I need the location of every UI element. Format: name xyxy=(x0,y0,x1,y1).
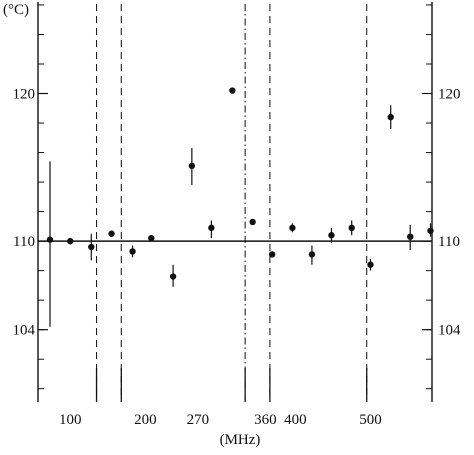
x-tick-label: 100 xyxy=(59,412,82,428)
y-axis-unit-label: (°C) xyxy=(3,2,29,18)
data-point xyxy=(308,251,316,258)
x-tick-label: 400 xyxy=(284,412,307,428)
data-point xyxy=(88,243,95,251)
data-point xyxy=(328,232,335,239)
data-point xyxy=(387,113,394,121)
x-tick-label: 200 xyxy=(134,412,157,428)
y-tick-label-right: 110 xyxy=(438,234,460,250)
y-tick-label-left: 104 xyxy=(13,323,36,339)
y-tick-label-right: 120 xyxy=(438,87,461,103)
axis-ticks xyxy=(38,4,432,402)
data-point xyxy=(208,224,215,232)
data-point xyxy=(169,273,177,280)
data-point xyxy=(367,261,374,268)
data-point xyxy=(427,227,434,234)
data-point xyxy=(289,224,296,232)
data-point xyxy=(148,234,155,242)
y-tick-label-left: 110 xyxy=(13,234,35,250)
data-point xyxy=(348,224,355,232)
data-point xyxy=(229,87,236,94)
data-point xyxy=(108,230,115,237)
data-point xyxy=(188,162,196,170)
y-tick-label-left: 120 xyxy=(13,87,36,103)
axis-labels: (°C) (MHz) 120 120 110 110 104 104 100 200 270 36… xyxy=(3,2,461,448)
x-tick-label: 360 xyxy=(254,412,277,428)
frequency-guides xyxy=(95,4,368,400)
axes-frame xyxy=(37,2,433,402)
data-point xyxy=(268,251,276,258)
data-point xyxy=(67,237,74,245)
x-axis-unit-label: (MHz) xyxy=(220,432,261,448)
data-point xyxy=(249,218,256,226)
x-tick-label: 270 xyxy=(187,412,210,428)
data-point xyxy=(46,236,54,243)
y-tick-label-right: 104 xyxy=(438,323,461,339)
data-point xyxy=(407,233,414,240)
data-points xyxy=(46,87,434,327)
data-point xyxy=(129,248,136,255)
x-tick-label: 500 xyxy=(359,412,382,428)
